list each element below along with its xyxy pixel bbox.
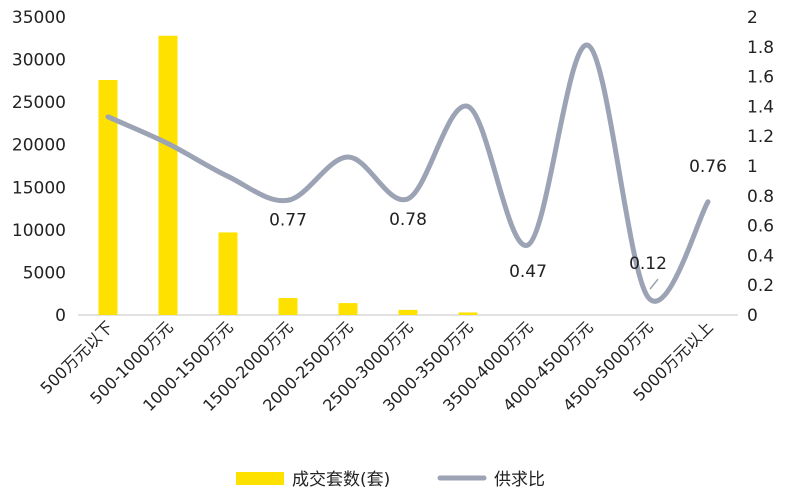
left-axis: 0 5000 10000 15000 20000 25000 30000 35000 <box>12 8 66 326</box>
left-tick-label: 0 <box>55 306 66 326</box>
left-tick-label: 5000 <box>23 263 66 283</box>
legend-bar-label: 成交套数(套) <box>292 470 390 490</box>
data-label: 0.78 <box>389 210 427 230</box>
right-tick-label: 0.4 <box>747 246 774 266</box>
data-label: 0.47 <box>509 262 547 282</box>
left-tick-label: 15000 <box>12 178 66 198</box>
right-tick-label: 0.8 <box>747 187 774 207</box>
legend: 成交套数(套) 供求比 <box>236 470 545 490</box>
bar <box>158 35 178 315</box>
right-axis: 0 0.2 0.4 0.6 0.8 1 1.2 1.4 1.6 1.8 2 <box>747 8 774 326</box>
bar <box>278 297 298 315</box>
data-label: 0.77 <box>269 210 307 230</box>
bar <box>338 303 358 315</box>
legend-line-label: 供求比 <box>494 470 545 490</box>
right-tick-label: 1.2 <box>747 127 774 147</box>
x-axis-labels: 500万元以下500-1000万元1000-1500万元1500-2000万元2… <box>37 317 717 415</box>
bar <box>218 232 238 315</box>
right-tick-label: 0 <box>747 306 758 326</box>
right-tick-label: 2 <box>747 8 758 28</box>
right-tick-label: 1.6 <box>747 68 774 88</box>
right-tick-label: 1.4 <box>747 97 774 117</box>
bar <box>398 309 418 315</box>
bar <box>458 312 478 315</box>
left-tick-label: 35000 <box>12 8 66 28</box>
data-label: 0.12 <box>629 254 667 274</box>
data-label: 0.76 <box>689 157 727 177</box>
bar <box>98 80 118 316</box>
left-tick-label: 20000 <box>12 136 66 156</box>
data-labels: 0.77 0.78 0.47 0.12 0.76 <box>269 157 727 290</box>
legend-bar-swatch <box>236 472 284 485</box>
right-tick-label: 1 <box>747 157 758 177</box>
left-tick-label: 10000 <box>12 221 66 241</box>
right-tick-label: 1.8 <box>747 38 774 58</box>
left-tick-label: 30000 <box>12 51 66 71</box>
bar-series <box>98 35 478 316</box>
leader-line <box>649 278 659 290</box>
left-tick-label: 25000 <box>12 93 66 113</box>
right-tick-label: 0.6 <box>747 217 774 237</box>
ratio-line <box>105 42 711 304</box>
right-tick-label: 0.2 <box>747 276 774 296</box>
